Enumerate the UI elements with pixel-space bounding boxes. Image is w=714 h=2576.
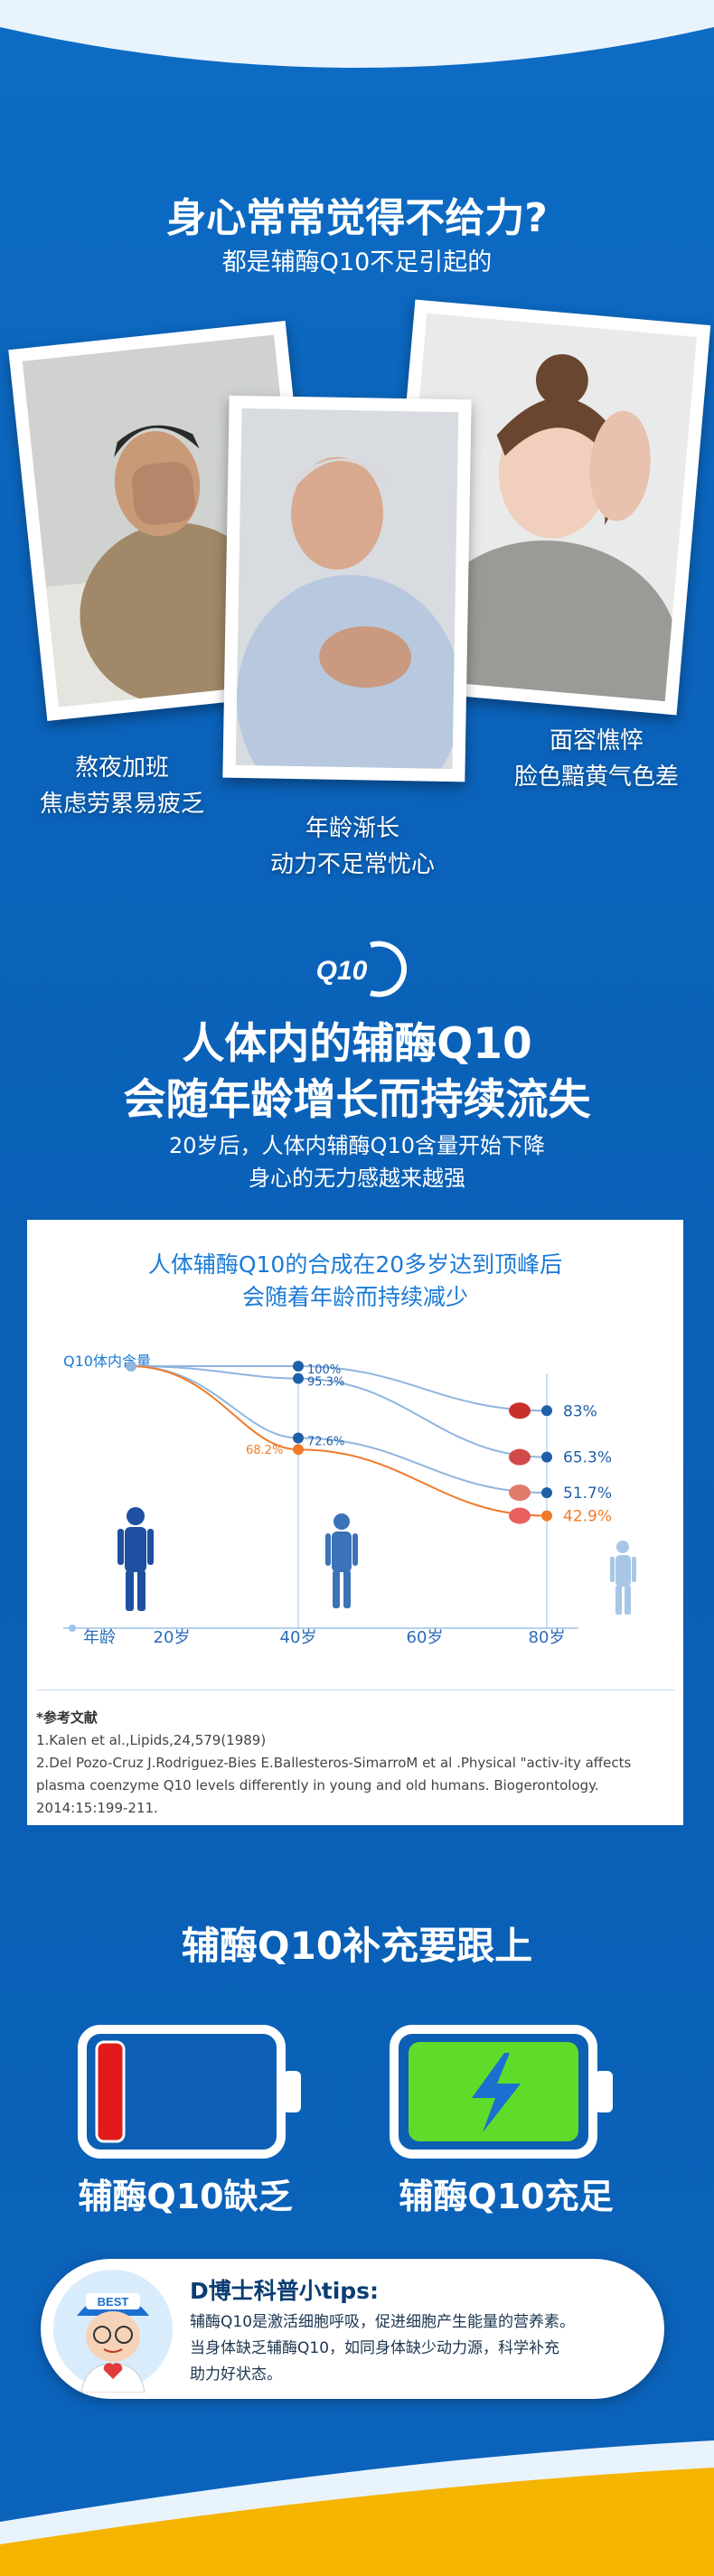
caption-overtime: 熬夜加班 焦虑劳累易疲乏 <box>9 750 235 822</box>
x-axis-origin <box>69 1625 76 1632</box>
caption-aging-line2: 动力不足常忧心 <box>269 851 435 878</box>
series-line-lung <box>130 1365 548 1458</box>
elderly-person-icon <box>610 1541 636 1615</box>
section2-sub-line2: 身心的无力感越来越强 <box>249 1166 465 1191</box>
young-person-icon <box>117 1507 154 1611</box>
kidney-icon <box>509 1485 531 1502</box>
chart-title-line1: 人体辅酶Q10的合成在20多岁达到顶峰后 <box>147 1251 563 1278</box>
section2-title-line2: 会随年龄增长而持续流失 <box>123 1075 591 1125</box>
battery-full-icon <box>390 2025 613 2159</box>
tips-body: 辅酶Q10是激活细胞呼吸，促进细胞产生能量的营养素。 当身体缺乏辅酶Q10，如同… <box>190 2309 651 2388</box>
chart-title: 人体辅酶Q10的合成在20多岁达到顶峰后 会随着年龄而持续减少 <box>27 1249 683 1314</box>
tips-line1: 辅酶Q10是激活细胞呼吸，促进细胞产生能量的营养素。 <box>190 2313 576 2331</box>
x-tick-80: 80岁 <box>529 1628 566 1647</box>
section2-subtitle: 20岁后，人体内辅酶Q10含量开始下降 身心的无力感越来越强 <box>0 1129 714 1194</box>
references-title: *参考文献 <box>36 1710 98 1726</box>
caption-overtime-line1: 熬夜加班 <box>74 754 169 782</box>
caption-complexion: 面容憔悴 脸色黯黄气色差 <box>488 723 705 795</box>
tips-title: D博士科普小tips: <box>190 2278 380 2304</box>
label-lung-end: 65.3% <box>563 1449 612 1467</box>
label-kidney-start: 72.6% <box>307 1435 344 1448</box>
battery-low-icon <box>78 2025 301 2159</box>
top-wave-decoration <box>0 0 714 68</box>
x-tick-20: 20岁 <box>154 1628 191 1647</box>
tips-line2: 当身体缺乏辅酶Q10，如同身体缺少动力源，科学补充 <box>190 2339 560 2357</box>
section2-title-line1: 人体内的辅酶Q10 <box>182 1019 532 1069</box>
section1-title: 身心常常觉得不给力? <box>166 195 548 241</box>
caption-complexion-line2: 脸色黯黄气色差 <box>513 763 679 791</box>
point-kidney-end <box>541 1487 552 1499</box>
point-lung-start <box>293 1372 304 1384</box>
caption-complexion-line1: 面容憔悴 <box>549 727 644 754</box>
label-kidney-end: 51.7% <box>563 1485 612 1503</box>
q10-logo-text: Q10 <box>316 956 368 986</box>
point-liver-start <box>293 1444 304 1456</box>
label-heart-end: 83% <box>563 1402 597 1420</box>
point-heart-end <box>541 1405 552 1417</box>
point-liver-end <box>541 1510 552 1522</box>
chart-title-line2: 会随着年龄而持续减少 <box>241 1284 468 1310</box>
bottom-wave-decoration <box>0 2440 714 2576</box>
series-layer: 100% 83% 95.3% 65.3% 72.6% 51.7% 68.2% 42.9% <box>126 1361 612 1526</box>
point-heart-start <box>293 1361 304 1372</box>
q10-logo-icon: Q10 <box>316 941 407 998</box>
lightning-bolt-icon <box>472 2053 521 2132</box>
reference-2: 2.Del Pozo-Cruz J.Rodriguez-Bies E.Balle… <box>36 1755 632 1816</box>
label-q10-sufficient: 辅酶Q10充足 <box>399 2177 614 2216</box>
q10-chart-card: 人体辅酶Q10的合成在20多岁达到顶峰后 会随着年龄而持续减少 Q10体内含量 … <box>27 1220 683 1825</box>
references: *参考文献 1.Kalen et al.,Lipids,24,579(1989)… <box>36 1690 674 1820</box>
middle-aged-person-icon <box>325 1513 358 1608</box>
heart-icon <box>509 1402 531 1419</box>
section3-title: 辅酶Q10补充要跟上 <box>181 1924 533 1968</box>
label-lung-start: 95.3% <box>307 1376 344 1390</box>
section2-title: 人体内的辅酶Q10 会随年龄增长而持续流失 <box>0 1016 714 1129</box>
chart-xlabel: 年龄 <box>83 1628 116 1647</box>
label-q10-deficient: 辅酶Q10缺乏 <box>78 2177 293 2216</box>
caption-aging: 年龄渐长 动力不足常忧心 <box>226 810 479 883</box>
x-tick-40: 40岁 <box>280 1628 317 1647</box>
tips-box: BEST D博士科普小tips: 辅酶Q10是激活细胞呼吸，促进细胞产生能量的营… <box>41 2259 664 2399</box>
lung-icon <box>509 1448 531 1466</box>
point-lung-end <box>541 1451 552 1463</box>
label-heart-start: 100% <box>307 1363 341 1377</box>
label-liver-end: 42.9% <box>563 1508 612 1526</box>
reference-1: 1.Kalen et al.,Lipids,24,579(1989) <box>36 1732 267 1748</box>
caption-overtime-line2: 焦虑劳累易疲乏 <box>39 791 204 818</box>
point-kidney-start <box>293 1432 304 1444</box>
series-origin-point <box>126 1361 136 1372</box>
q10-chart: Q10体内含量 年龄 20岁 40岁 60岁 80岁 100%83%95.3%6… <box>63 1353 636 1647</box>
label-liver-start: 68.2% <box>246 1444 283 1457</box>
doctor-avatar-icon: BEST <box>53 2270 173 2393</box>
section2-sub-line1: 20岁后，人体内辅酶Q10含量开始下降 <box>169 1133 545 1158</box>
x-tick-60: 60岁 <box>407 1628 444 1647</box>
avatar-badge-text: BEST <box>98 2295 129 2309</box>
tips-line3: 助力好状态。 <box>190 2365 282 2384</box>
photo-elderly-man <box>222 395 472 782</box>
liver-icon <box>509 1507 531 1524</box>
section1-subtitle: 都是辅酶Q10不足引起的 <box>221 248 493 276</box>
series-line-heart <box>131 1365 548 1412</box>
caption-aging-line1: 年龄渐长 <box>305 815 399 842</box>
